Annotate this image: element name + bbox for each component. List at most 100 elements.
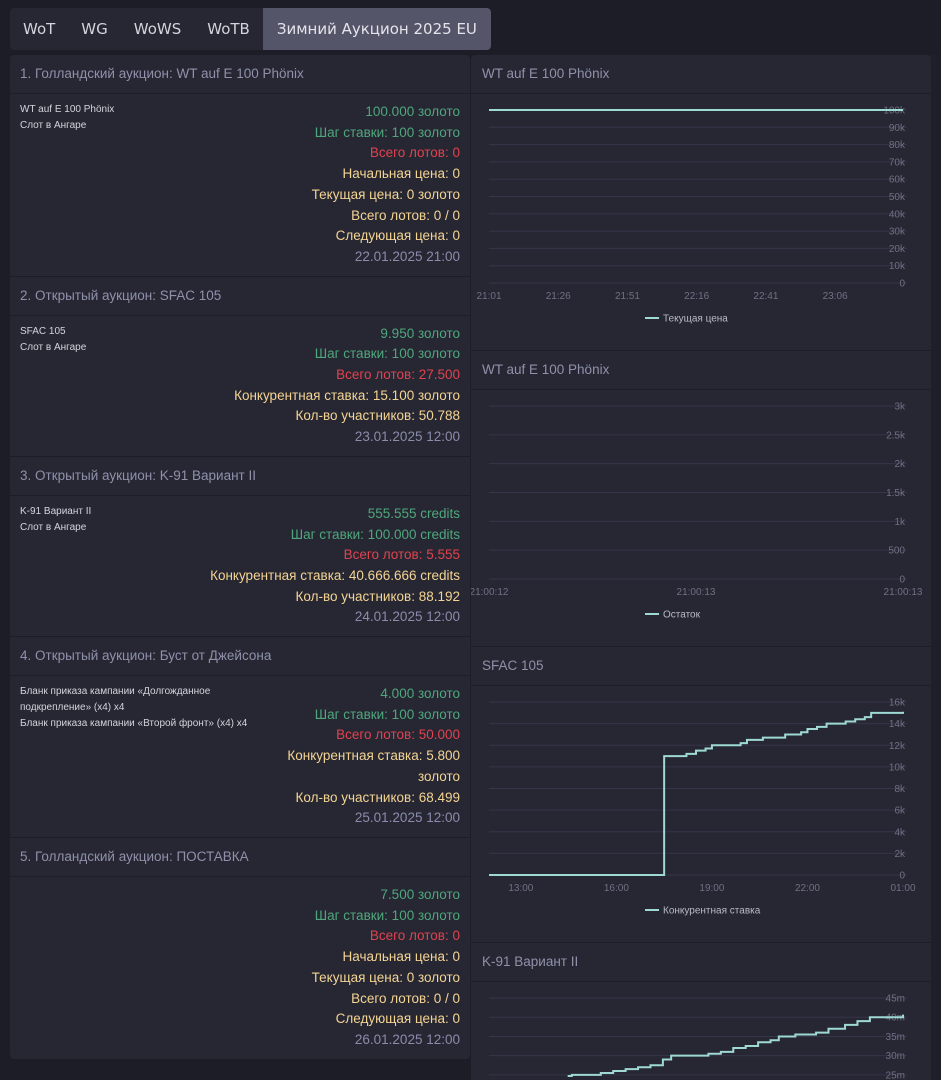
auction-stat: Шаг ставки: 100 золото <box>314 706 460 722</box>
x-tick-label: 13:00 <box>508 883 533 894</box>
auction-list: 1. Голландский аукцион: WT auf E 100 Phö… <box>10 55 470 1059</box>
y-tick-label: 30m <box>886 1051 905 1062</box>
x-tick-label: 21:00:13 <box>677 587 716 598</box>
y-tick-label: 45m <box>886 994 905 1005</box>
auction-item: Бланк приказа кампании «Долгожданное под… <box>20 686 211 714</box>
chart-legend[interactable]: Текущая цена <box>645 314 728 325</box>
auction-stats: 9.950 золото Шаг ставки: 100 золото Всего … <box>234 324 460 448</box>
auction-stat: Всего лотов: 5.555 <box>343 547 460 563</box>
auction-stat: 4.000 золото <box>380 686 460 702</box>
auction-body: Бланк приказа кампании «Долгожданное под… <box>10 676 470 837</box>
y-tick-label: 16k <box>889 698 906 709</box>
auction-body: K-91 Вариант II Слот в Ангаре 555.555 cred… <box>10 496 470 636</box>
auction-items: Бланк приказа кампании «Долгожданное под… <box>20 684 250 829</box>
auction-stat: Шаг ставки: 100.000 credits <box>290 526 460 542</box>
tab-4[interactable]: Зимний Аукцион 2025 EU <box>262 8 491 50</box>
auction-stat: 24.01.2025 12:00 <box>354 609 460 625</box>
auction-stat: Шаг ставки: 100 золото <box>314 907 460 923</box>
tab-1[interactable]: WG <box>81 20 108 38</box>
auction-stat: Конкурентная ставка: 5.800 золото <box>287 748 460 784</box>
auction-body: SFAC 105 Слот в Ангаре 9.950 золото Шаг ста… <box>10 316 470 456</box>
auction-stats: 100.000 золото Шаг ставки: 100 золото Всег… <box>312 102 460 268</box>
auction-card: 2. Открытый аукцион: SFAC 105 SFAC 105 Сло… <box>10 277 470 457</box>
auction-stat: Всего лотов: 27.500 <box>336 367 460 383</box>
y-tick-label: 25m <box>886 1070 905 1080</box>
series-line <box>489 711 904 876</box>
scrollbar-track[interactable] <box>931 55 941 1080</box>
auction-card: 4. Открытый аукцион: Буст от Джейсона Бла… <box>10 637 470 838</box>
x-tick-label: 22:00 <box>795 883 820 894</box>
x-tick-label: 19:00 <box>699 883 724 894</box>
chart-card: WT auf E 100 Phönix 0 500 1k 1.5k 2k 2.5k 3k 21:… <box>471 351 931 647</box>
auction-title[interactable]: 5. Голландский аукцион: ПОСТАВКА <box>10 838 470 877</box>
chart-plot: 0 500 1k 1.5k 2k 2.5k 3k 21:00:12 21:00:13 21:00:… <box>471 402 923 621</box>
y-tick-label: 6k <box>894 806 906 817</box>
y-tick-label: 0 <box>899 575 905 586</box>
auction-stat: 555.555 credits <box>367 505 460 521</box>
y-tick-label: 1.5k <box>886 488 906 499</box>
chart-card: WT auf E 100 Phönix 0 10k 20k 30k 40k 50k 60k 70… <box>471 55 931 351</box>
auction-title[interactable]: 4. Открытый аукцион: Буст от Джейсона <box>10 637 470 677</box>
series-line <box>567 1014 904 1078</box>
auction-item: SFAC 105 <box>20 325 66 337</box>
chart-plot: 0 2k 4k 6k 8k 10k 12k 14k 16k 13:00 16:00 19:00 22:0… <box>489 698 916 917</box>
y-tick-label: 80k <box>889 140 906 151</box>
auction-title[interactable]: 2. Открытый аукцион: SFAC 105 <box>10 277 470 316</box>
y-tick-label: 90k <box>889 123 906 134</box>
legend-label: Текущая цена <box>663 314 728 325</box>
y-tick-label: 30k <box>889 227 906 238</box>
y-tick-label: 0 <box>899 871 905 882</box>
y-tick-label: 8k <box>894 784 906 795</box>
chart-title: K-91 Вариант II <box>471 943 931 982</box>
y-tick-label: 12k <box>889 741 906 752</box>
x-tick-label: 21:00:12 <box>471 587 509 598</box>
y-tick-label: 40k <box>889 209 906 220</box>
auction-card: 5. Голландский аукцион: ПОСТАВКА 7.500 зо… <box>10 838 470 1059</box>
x-tick-label: 21:26 <box>546 291 571 302</box>
auction-items: K-91 Вариант II Слот в Ангаре <box>20 504 91 628</box>
auction-stat: Начальная цена: 0 <box>342 949 461 965</box>
auction-stats: 7.500 золото Шаг ставки: 100 золото Всего … <box>312 885 460 1051</box>
y-tick-label: 2k <box>894 849 906 860</box>
chart-legend[interactable]: Конкурентная ставка <box>645 906 761 917</box>
auction-stats: 555.555 credits Шаг ставки: 100.000 credi… <box>210 504 460 628</box>
x-tick-label: 01:00 <box>890 883 915 894</box>
auction-stat: Всего лотов: 0 / 0 <box>351 990 460 1006</box>
auction-card: 1. Голландский аукцион: WT auf E 100 Phö… <box>10 55 470 277</box>
tab-2[interactable]: WoWS <box>133 20 182 38</box>
y-tick-label: 0 <box>899 279 905 290</box>
auction-stat: 7.500 золото <box>380 886 460 902</box>
auction-title[interactable]: 3. Открытый аукцион: K-91 Вариант II <box>10 457 470 496</box>
auction-item: Слот в Ангаре <box>20 341 87 353</box>
y-tick-label: 500 <box>888 546 905 557</box>
chart-card: SFAC 105 0 2k 4k 6k 8k 10k 12k 14k 16k 13:00 16:00 1… <box>471 647 931 943</box>
x-tick-label: 21:00:13 <box>884 587 923 598</box>
auction-stats: 4.000 золото Шаг ставки: 100 золото Всего … <box>250 684 460 829</box>
auction-title[interactable]: 1. Голландский аукцион: WT auf E 100 Phö… <box>10 55 470 94</box>
auction-stat: Конкурентная ставка: 15.100 золото <box>234 387 460 403</box>
auction-stat: 25.01.2025 12:00 <box>354 810 460 826</box>
charts-panel: WT auf E 100 Phönix 0 10k 20k 30k 40k 50k 60k 70… <box>471 55 931 1080</box>
auction-stat: Всего лотов: 50.000 <box>336 727 460 743</box>
y-tick-label: 20k <box>889 244 906 255</box>
auction-stat: Текущая цена: 0 золото <box>311 186 460 202</box>
y-tick-label: 10k <box>889 261 906 272</box>
chart-title: SFAC 105 <box>471 647 931 686</box>
chart-legend[interactable]: Остаток <box>645 610 701 621</box>
tab-3[interactable]: WoTB <box>207 20 250 38</box>
auction-stat: Конкурентная ставка: 40.666.666 credits <box>210 567 460 583</box>
y-tick-label: 14k <box>889 719 906 730</box>
tab-0[interactable]: WoT <box>23 20 56 38</box>
y-tick-label: 10k <box>889 762 906 773</box>
auction-item: K-91 Вариант II <box>20 505 92 517</box>
chart-title: WT auf E 100 Phönix <box>471 351 931 390</box>
chart-title: WT auf E 100 Phönix <box>471 55 931 94</box>
x-tick-label: 16:00 <box>604 883 629 894</box>
legend-label: Остаток <box>663 610 701 621</box>
x-tick-label: 23:06 <box>823 291 848 302</box>
y-tick-label: 70k <box>889 157 906 168</box>
auction-item: Бланк приказа кампании «Второй фронт» (x… <box>20 718 248 730</box>
y-tick-label: 50k <box>889 192 906 203</box>
auction-stat: 23.01.2025 12:00 <box>354 429 460 445</box>
